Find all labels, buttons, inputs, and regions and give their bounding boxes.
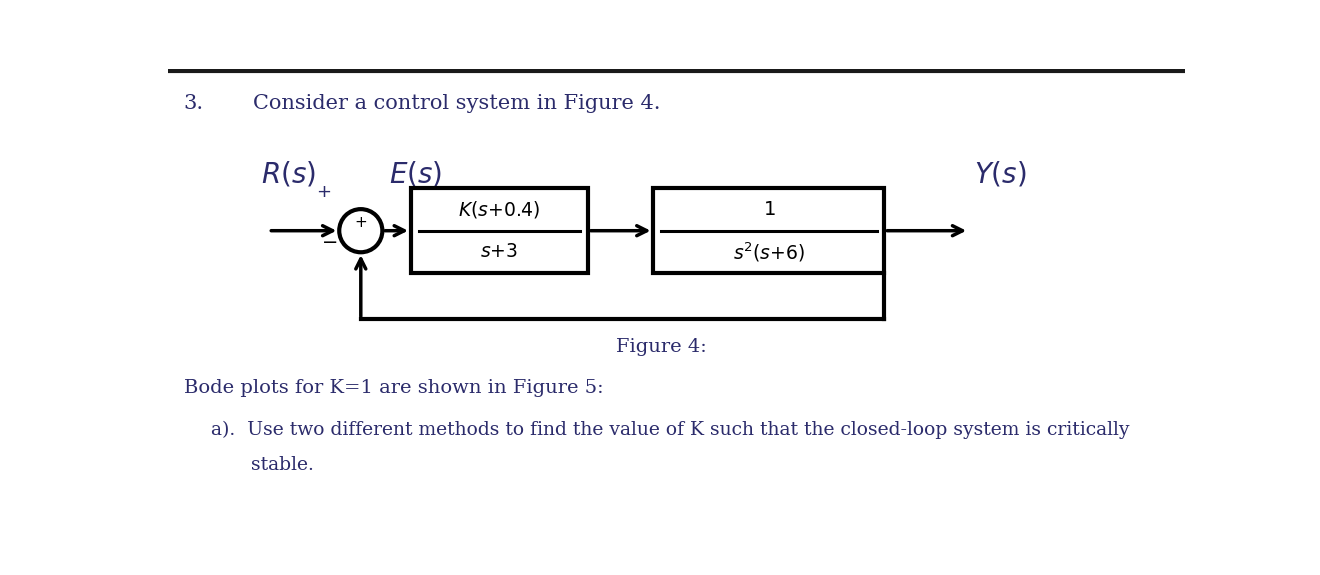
Text: $+$: $+$ <box>317 183 331 201</box>
Text: $E(s)$: $E(s)$ <box>388 159 442 189</box>
Text: 3.: 3. <box>183 94 203 113</box>
Text: $s{+}3$: $s{+}3$ <box>480 243 519 261</box>
Bar <box>653 189 884 273</box>
Text: $Y(s)$: $Y(s)$ <box>974 159 1027 189</box>
Text: stable.: stable. <box>252 457 314 474</box>
Text: Figure 4:: Figure 4: <box>615 339 706 356</box>
Text: $+$: $+$ <box>354 216 367 230</box>
Text: $s^2(s{+}6)$: $s^2(s{+}6)$ <box>733 240 805 264</box>
Bar <box>411 189 587 273</box>
Text: $1$: $1$ <box>763 201 775 219</box>
Text: $R(s)$: $R(s)$ <box>261 159 315 189</box>
Text: Bode plots for K=1 are shown in Figure 5:: Bode plots for K=1 are shown in Figure 5… <box>183 380 603 397</box>
Text: $K(s{+}0.4)$: $K(s{+}0.4)$ <box>458 200 541 220</box>
Text: Consider a control system in Figure 4.: Consider a control system in Figure 4. <box>253 94 660 113</box>
Text: a).  Use two different methods to find the value of K such that the closed-loop : a). Use two different methods to find th… <box>211 421 1129 439</box>
Text: $-$: $-$ <box>321 232 338 251</box>
